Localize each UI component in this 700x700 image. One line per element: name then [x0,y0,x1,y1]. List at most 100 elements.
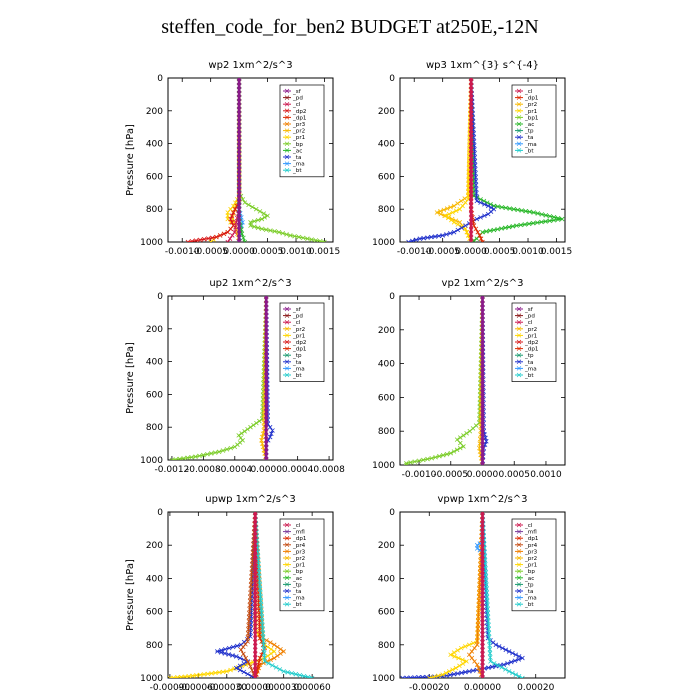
x-tick-label: 0.0010 [512,247,544,257]
legend-label: _sf [292,89,302,95]
x-tick-label: 0.00060 [294,683,331,693]
legend-label: _cl [524,320,533,326]
legend-label: _ma [524,142,537,148]
legend-label: _dp1 [292,115,307,121]
legend-label: _mfl [524,530,537,536]
legend-label: _pr1 [524,109,538,115]
series-line-bp [171,296,267,460]
y-tick-label: 0 [389,508,395,518]
y-tick-label: 600 [146,390,163,400]
y-tick-label: 200 [146,541,163,551]
legend-marker-dp1 [516,95,522,100]
legend-marker-bt [284,601,290,607]
legend-label: _bt [292,602,302,608]
legend-marker-ac [516,575,522,581]
y-tick-label: 200 [146,107,163,117]
legend: _cl_dp1_pr2_pr1_bp1_ac_tp_ta_ma_bt [511,84,557,158]
legend-marker-dp2 [516,339,522,345]
legend-label: _cl [524,523,533,529]
series-line-pr1 [210,78,240,242]
y-tick-label: 400 [378,360,395,370]
legend-label: _ac [524,122,534,128]
x-tick-label: 0.0004 [282,465,314,475]
y-tick-label: 1000 [140,456,163,466]
legend-label: _cl [292,102,301,108]
y-tick-label: 0 [389,292,395,302]
legend-label: _pr1 [292,135,306,141]
legend-label: _pd [292,314,303,320]
legend-marker-tp [516,582,522,587]
legend-marker-mfl [516,529,522,534]
chart-panel-wp3: wp3 1xm^{3} s^{-4}02004006008001000-0.00… [372,60,572,257]
legend-marker-ac [516,121,522,127]
x-tick-label: 0.0008 [313,465,345,475]
legend-marker-pr2 [516,326,522,332]
x-tick-label: 0.0000 [467,470,499,480]
x-tick-label: -0.00020 [409,683,450,693]
legend-label: _bp [524,569,535,575]
legend: _cl_mfl_dp1_pr4_pr3_pr2_pr1_bp_ac_tp_ta_… [511,518,557,612]
y-tick-label: 1000 [140,238,163,248]
legend-marker-pr2 [284,326,290,332]
y-tick-label: 600 [378,172,395,182]
series-group [406,78,565,242]
y-axis-label: Pressure [hPa] [125,342,136,414]
y-tick-label: 0 [157,74,163,84]
legend-label: _bt [524,148,534,154]
legend-marker-ac [284,148,290,153]
y-tick-label: 200 [378,107,395,117]
y-tick-label: 1000 [140,674,163,684]
legend-label: _pd [292,96,303,102]
legend-marker-pr1 [516,333,522,338]
legend-label: _dp1 [524,536,539,542]
series-group [169,296,275,460]
legend-label: _pr4 [292,543,306,549]
chart-title: wp3 1xm^{3} s^{-4} [426,60,539,71]
legend-label: _pr3 [292,122,306,128]
legend-label: _bt [292,168,302,174]
legend-marker-ma [516,141,522,147]
legend-label: _cl [292,320,301,326]
legend-marker-bp [516,115,522,120]
y-tick-label: 400 [146,358,163,368]
x-tick-label: 0.0010 [280,247,312,257]
x-tick-label: 0.0000 [455,247,487,257]
legend-marker-ta [516,359,522,365]
y-tick-label: 200 [378,326,395,336]
legend-label: _ma [292,366,305,372]
series-line-ta [215,512,256,678]
plot-frame [167,295,334,461]
x-tick-label: 0.0005 [498,470,530,480]
chart-panel-upwp: upwp 1xm^2/s^302004006008001000-0.00090-… [125,494,334,693]
legend-marker-pr2 [516,101,522,107]
legend-marker-ta [284,154,290,160]
y-tick-label: 400 [146,140,163,150]
x-tick-label: -0.00060 [178,683,219,693]
legend-label: _cl [292,523,301,529]
x-tick-label: 0.0000 [223,247,255,257]
legend-label: _pr2 [524,556,537,562]
x-tick-label: -0.0008 [186,465,221,475]
page-title: steffen_code_for_ben2 BUDGET at250E,-12N [161,16,539,38]
y-tick-label: 0 [157,508,163,518]
legend-label: _bp1 [524,115,539,121]
legend-label: _ta [524,360,533,366]
legend-label: _ma [292,162,305,168]
legend-label: _pr1 [524,333,538,339]
series-line-ta [402,512,524,678]
x-tick-label: 0.00020 [517,683,554,693]
legend-label: _bt [292,373,302,379]
legend-label: _pr1 [292,563,306,569]
legend-marker-ma [516,366,522,371]
series-group [404,296,489,465]
legend-label: _ma [292,596,305,602]
legend-marker-ta [516,588,522,594]
legend-label: _ac [292,576,302,582]
legend-marker-bt [284,167,290,173]
chart-title: up2 1xm^2/s^3 [209,278,291,289]
legend-marker-tp [516,352,522,358]
legend-label: _bp [292,142,303,148]
legend-marker-ta [284,588,290,594]
legend-marker-pr1 [284,562,290,567]
